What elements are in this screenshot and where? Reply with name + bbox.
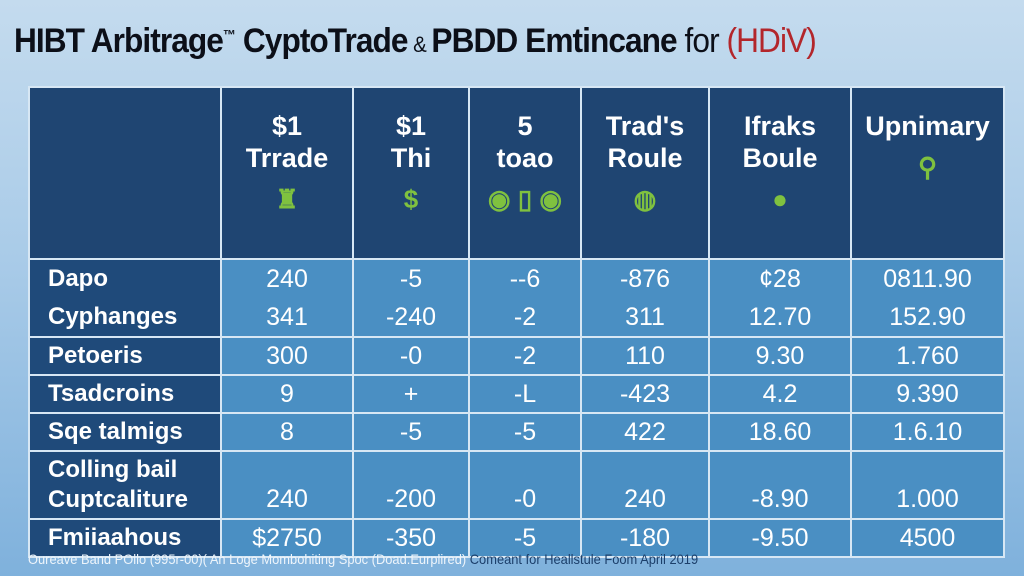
table-cell: --6 <box>468 258 582 298</box>
header-line1: Trad's <box>605 111 685 141</box>
table-cell: -5 <box>468 412 582 452</box>
table-cell: 422 <box>580 412 710 452</box>
table-cell: -0 <box>468 450 582 520</box>
table-row: Sqe talmigs 8 -5 -5 422 18.60 1.6.10 <box>28 412 1005 452</box>
table-row: Colling bail Cuptcaliture 240 -200 -0 240 -8.… <box>28 450 1005 520</box>
row-label: Cyphanges <box>28 298 222 338</box>
row-label: Dapo <box>28 258 222 298</box>
table-cell: $2750 <box>220 518 354 558</box>
title-text: HIBT Arbitrage <box>14 22 224 60</box>
table-cell: 9.30 <box>708 336 852 376</box>
header-row: $1 Trrade ♜ $1 Thi $5 toao ◉ ▯ ◉ Trad's Roule ◍ Ifr… <box>28 86 1005 260</box>
table-cell: -2 <box>468 336 582 376</box>
comparison-table: $1 Trrade ♜ $1 Thi $5 toao ◉ ▯ ◉ Trad's Roule ◍ Ifr… <box>28 86 1005 558</box>
header-line2: Thi <box>390 143 432 173</box>
header-line1: Ifraks <box>743 111 817 141</box>
table-cell: 0811.90 <box>850 258 1005 298</box>
table-cell: -5 <box>352 258 470 298</box>
table-cell: -8.90 <box>708 450 852 520</box>
table-cell: 4.2 <box>708 374 852 414</box>
title-for: for <box>684 22 720 60</box>
dollar-coin-icon: $ <box>403 184 419 214</box>
row-label: Petoeris <box>28 336 222 376</box>
title-text-2: CyptoTrade <box>242 22 409 60</box>
table-cell: 9.390 <box>850 374 1005 414</box>
table-cell: 1.760 <box>850 336 1005 376</box>
hdiv-logo: (HDiV) <box>726 22 817 60</box>
table-cell: -0 <box>352 336 470 376</box>
table-cell: -423 <box>580 374 710 414</box>
trademark: ™ <box>222 26 236 43</box>
column-header: 5 toao ◉ ▯ ◉ <box>468 86 582 260</box>
table-cell: + <box>352 374 470 414</box>
key-icon: ⚲ <box>917 152 938 182</box>
header-line1: $1 <box>271 111 303 141</box>
column-header: $1 Trrade ♜ <box>220 86 354 260</box>
table-cell: -9.50 <box>708 518 852 558</box>
globe-icons: ◉ ▯ ◉ <box>487 184 563 214</box>
row-label: Sqe talmigs <box>28 412 222 452</box>
footer-source: Oureave Band POllo (995r-00)( An Loge Mo… <box>28 551 467 567</box>
row-label: Tsadcroins <box>28 374 222 414</box>
table-cell: 311 <box>580 298 710 338</box>
page-title: HIBT Arbitrage™ CyptoTrade & PBDD Emtincan… <box>14 22 944 61</box>
table-cell: 8 <box>220 412 354 452</box>
footer-caption: Oureave Band POllo (995r-00)( An Loge Mo… <box>28 551 698 567</box>
table-cell: -5 <box>468 518 582 558</box>
table-cell: 152.90 <box>850 298 1005 338</box>
table-cell: 240 <box>580 450 710 520</box>
row-label: Fmiiaahous <box>28 518 222 558</box>
table-cell: 18.60 <box>708 412 852 452</box>
header-line2: toao <box>496 143 554 173</box>
header-line1: 5 <box>517 111 533 141</box>
building-icon: ♜ <box>275 184 299 214</box>
coin-icon: ● <box>772 184 788 214</box>
table-cell: -240 <box>352 298 470 338</box>
table-cell: -350 <box>352 518 470 558</box>
table-cell: 9 <box>220 374 354 414</box>
table-cell: 341 <box>220 298 354 338</box>
table-cell: 240 <box>220 450 354 520</box>
table-cell: -876 <box>580 258 710 298</box>
column-header: $1 Thi $ <box>352 86 470 260</box>
header-line2: Trrade <box>245 143 329 173</box>
title-text-3: PBDD Emtincane <box>431 22 677 60</box>
table-cell: -2 <box>468 298 582 338</box>
table-row: Cyphanges 341 -240 -2 311 12.70 152.90 <box>28 298 1005 338</box>
ampersand: & <box>413 32 427 57</box>
table-cell: -5 <box>352 412 470 452</box>
globe-icon: ◍ <box>633 184 657 214</box>
table-row: Dapo 240 -5 --6 -876 ¢28 0811.90 <box>28 258 1005 298</box>
column-header <box>28 86 222 260</box>
table-cell: 110 <box>580 336 710 376</box>
table-cell: ¢28 <box>708 258 852 298</box>
column-header: Ifraks Boule ● <box>708 86 852 260</box>
header-line2: Roule <box>607 143 683 173</box>
table-cell: -200 <box>352 450 470 520</box>
header-line1: Upnimary <box>865 111 990 141</box>
table-row: Fmiiaahous $2750 -350 -5 -180 -9.50 4500 <box>28 518 1005 558</box>
table-cell: 1.6.10 <box>850 412 1005 452</box>
row-label: Colling bail Cuptcaliture <box>28 450 222 520</box>
table-row: Tsadcroins 9 + -L -423 4.2 9.390 <box>28 374 1005 414</box>
table-cell: 4500 <box>850 518 1005 558</box>
table-cell: 240 <box>220 258 354 298</box>
footer-note: Comeant for Heallstule Foom April 2019 <box>469 551 699 567</box>
column-header: Upnimary ⚲ <box>850 86 1005 260</box>
table-cell: 12.70 <box>708 298 852 338</box>
table-cell: -L <box>468 374 582 414</box>
table-cell: 300 <box>220 336 354 376</box>
table-cell: 1.000 <box>850 450 1005 520</box>
column-header: Trad's Roule ◍ <box>580 86 710 260</box>
header-line1: $1 <box>395 111 427 141</box>
header-line2: Boule <box>742 143 818 173</box>
table-row: Petoeris 300 -0 -2 110 9.30 1.760 <box>28 336 1005 376</box>
table-cell: -180 <box>580 518 710 558</box>
